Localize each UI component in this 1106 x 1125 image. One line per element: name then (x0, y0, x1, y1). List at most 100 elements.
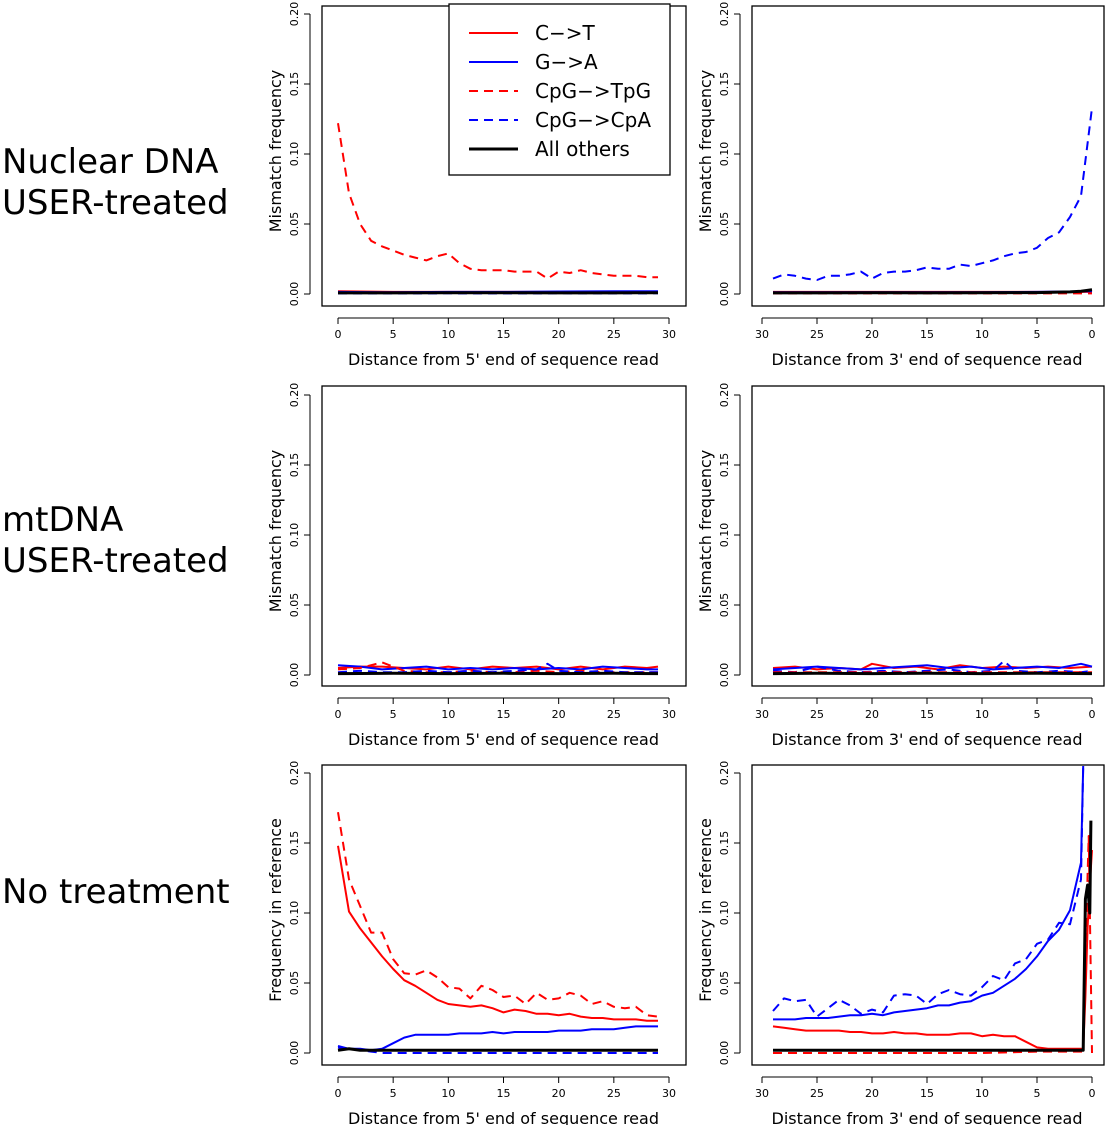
x-tick-label: 30 (755, 708, 769, 721)
x-tick-label: 10 (975, 328, 989, 341)
x-tick-label: 20 (552, 708, 566, 721)
x-tick-label: 5 (390, 1087, 397, 1100)
legend-entry-label: G−>A (535, 50, 598, 74)
y-tick-label: 0.10 (288, 523, 301, 548)
y-tick-label: 0.05 (718, 971, 731, 996)
x-tick-label: 10 (441, 708, 455, 721)
plot-frame (321, 764, 687, 1066)
y-tick-label: 0.05 (718, 593, 731, 618)
y-axis-title: Mismatch frequency (696, 70, 715, 233)
x-tick-label: 25 (607, 328, 621, 341)
y-tick-label: 0.00 (718, 282, 731, 307)
y-tick-label: 0.05 (718, 212, 731, 237)
x-tick-label: 15 (497, 1087, 511, 1100)
y-axis-title: Mismatch frequency (266, 70, 285, 233)
y-tick-label: 0.20 (718, 2, 731, 27)
series-group (337, 812, 659, 1054)
x-tick-label: 20 (865, 328, 879, 341)
x-tick-label: 30 (662, 708, 676, 721)
x-tick-label: 5 (1034, 328, 1041, 341)
x-tick-label: 0 (1089, 328, 1096, 341)
x-tick-label: 25 (810, 708, 824, 721)
y-tick-label: 0.20 (288, 383, 301, 408)
x-tick-label: 10 (975, 1087, 989, 1100)
panel-nuclear-3prime: 30 25 20 15 10 5 0 Distance from 3' end of sequ… (696, 2, 1105, 369)
y-tick-label: 0.15 (288, 831, 301, 856)
x-tick-label: 15 (920, 1087, 934, 1100)
x-tick-label: 30 (755, 328, 769, 341)
plot-frame (751, 5, 1105, 307)
x-tick-label: 15 (920, 328, 934, 341)
y-tick-label: 0.20 (718, 761, 731, 786)
x-tick-label: 15 (497, 708, 511, 721)
series-g-a-line (773, 765, 1085, 1021)
y-tick-label: 0.05 (288, 971, 301, 996)
y-tick-label: 0.15 (718, 831, 731, 856)
panel-untreated-3prime: 30 25 20 15 10 5 0 Distance from 3' end of sequ… (696, 761, 1105, 1125)
series-cpg-cpa-line (337, 662, 658, 674)
x-tick-label: 20 (865, 1087, 879, 1100)
x-tick-label: 25 (810, 1087, 824, 1100)
y-tick-label: 0.00 (288, 1041, 301, 1066)
x-tick-label: 10 (441, 1087, 455, 1100)
x-tick-label: 10 (975, 708, 989, 721)
row-label-2-line-2: USER-treated (2, 541, 229, 581)
x-axis-title: Distance from 5' end of sequence read (348, 730, 659, 749)
y-axis-title: Frequency in reference (696, 818, 715, 1002)
legend-entry-label: All others (535, 137, 630, 161)
x-tick-label: 5 (1034, 1087, 1041, 1100)
series-g-a-line (772, 662, 1093, 671)
series-c-t-line (337, 845, 658, 1022)
y-tick-label: 0.10 (718, 523, 731, 548)
series-group (772, 765, 1093, 1054)
y-tick-label: 0.15 (718, 72, 731, 97)
panel-mtdna-3prime: 30 25 20 15 10 5 0 Distance from 3' end of sequ… (696, 383, 1105, 749)
x-tick-label: 30 (662, 328, 676, 341)
y-tick-label: 0.00 (718, 663, 731, 688)
y-tick-label: 0.15 (288, 453, 301, 478)
legend-entry-label: CpG−>TpG (535, 79, 651, 103)
series-all-others-line (337, 1047, 658, 1052)
legend-entry-label: C−>T (535, 21, 595, 45)
x-tick-label: 30 (755, 1087, 769, 1100)
legend: C−>T G−>A CpG−>TpG CpG−>CpA All others (448, 3, 671, 176)
x-tick-label: 0 (335, 1087, 342, 1100)
series-group (772, 107, 1093, 295)
x-tick-label: 10 (441, 328, 455, 341)
x-tick-label: 0 (1089, 708, 1096, 721)
x-axis-title: Distance from 3' end of sequence read (772, 730, 1083, 749)
plot-frame (321, 385, 687, 687)
legend-entry-label: CpG−>CpA (535, 108, 651, 132)
x-axis-title: Distance from 3' end of sequence read (772, 350, 1083, 369)
x-tick-label: 0 (1089, 1087, 1096, 1100)
y-tick-label: 0.00 (288, 282, 301, 307)
row-label-3-line-1: No treatment (2, 872, 230, 912)
y-tick-label: 0.15 (288, 72, 301, 97)
series-group (337, 661, 659, 676)
y-tick-label: 0.00 (718, 1041, 731, 1066)
y-tick-label: 0.10 (288, 142, 301, 167)
y-tick-label: 0.20 (288, 2, 301, 27)
series-g-a-line (337, 1025, 658, 1052)
row-label-2-line-1: mtDNA (2, 500, 123, 540)
x-tick-label: 0 (335, 328, 342, 341)
y-axis-title: Mismatch frequency (696, 450, 715, 613)
series-group (337, 123, 659, 295)
x-tick-label: 15 (497, 328, 511, 341)
series-all-others-line (773, 288, 1093, 295)
y-tick-label: 0.05 (288, 593, 301, 618)
x-axis-title: Distance from 5' end of sequence read (348, 350, 659, 369)
x-tick-label: 5 (390, 328, 397, 341)
y-tick-label: 0.05 (288, 212, 301, 237)
x-tick-label: 25 (607, 1087, 621, 1100)
x-tick-label: 20 (865, 708, 879, 721)
x-tick-label: 5 (390, 708, 397, 721)
y-tick-label: 0.10 (718, 142, 731, 167)
x-axis-title: Distance from 3' end of sequence read (772, 1109, 1083, 1125)
y-axis-title: Frequency in reference (266, 818, 285, 1002)
x-tick-label: 25 (810, 328, 824, 341)
y-tick-label: 0.00 (288, 663, 301, 688)
